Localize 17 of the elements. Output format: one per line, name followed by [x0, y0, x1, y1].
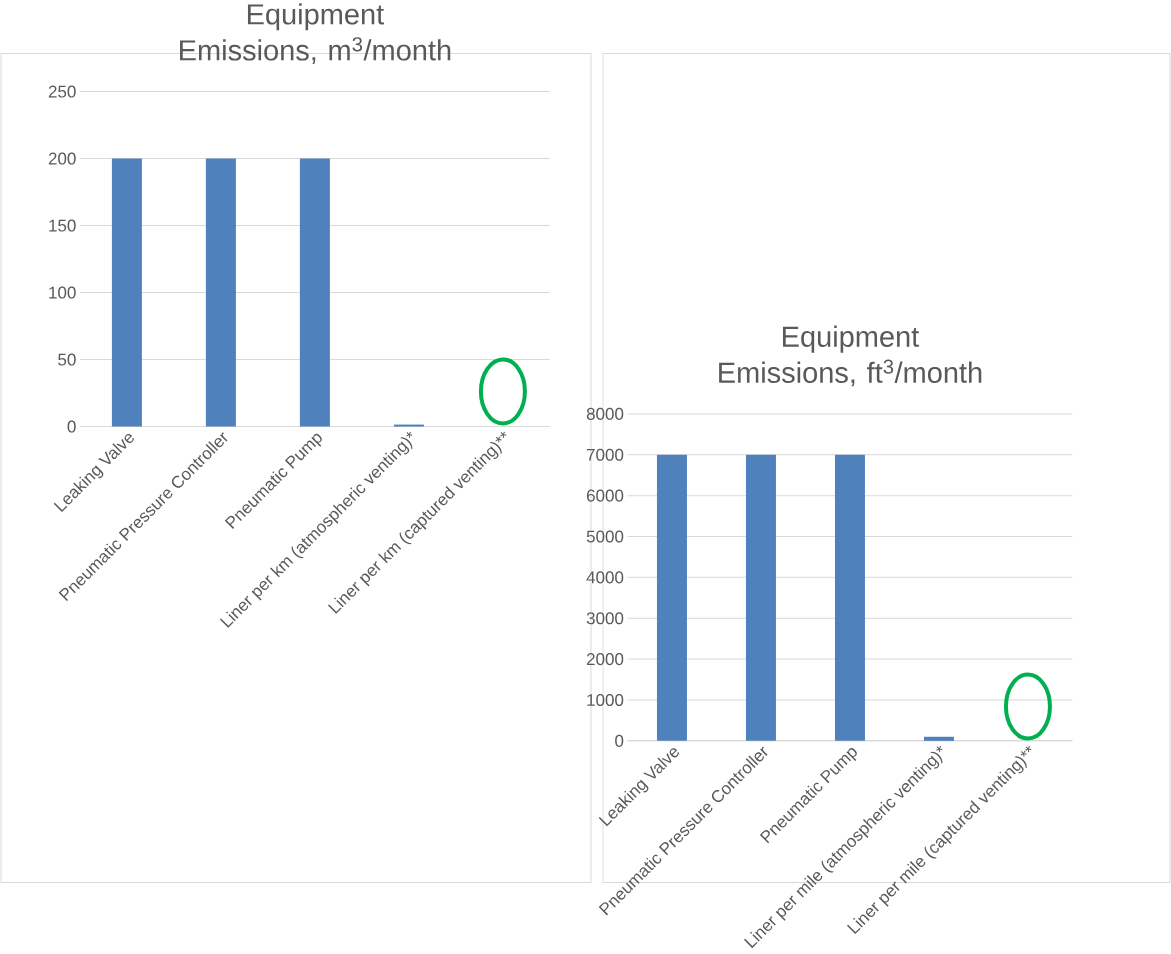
y-tick-label: 4000: [586, 571, 624, 584]
y-tick-label: 3000: [586, 612, 624, 625]
y-tick-label: 6000: [586, 489, 624, 502]
y-tick-label: 150: [49, 219, 76, 232]
y-tick-label: 1000: [587, 693, 624, 706]
y-tick-label: 100: [49, 286, 76, 299]
y-tick-label: 2000: [586, 652, 624, 665]
y-tick-label: 250: [48, 85, 76, 98]
y-tick-label: 0: [615, 734, 624, 747]
y-tick-label: 7000: [586, 448, 624, 461]
y-tick-label: 5000: [586, 530, 624, 543]
y-tick-label: 0: [67, 420, 76, 433]
y-tick-label: 8000: [586, 407, 624, 420]
chart-title: Equipment Emissions, ft$^{3}$/month: [719, 325, 982, 387]
y-tick-label: 50: [58, 353, 76, 366]
chart-title: Equipment Emissions, m$^{3}$/month: [180, 3, 451, 64]
y-tick-label: 200: [48, 152, 76, 165]
